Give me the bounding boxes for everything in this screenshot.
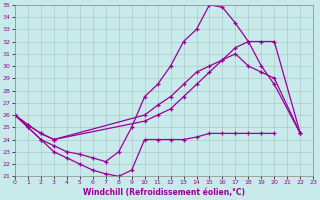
- X-axis label: Windchill (Refroidissement éolien,°C): Windchill (Refroidissement éolien,°C): [83, 188, 245, 197]
